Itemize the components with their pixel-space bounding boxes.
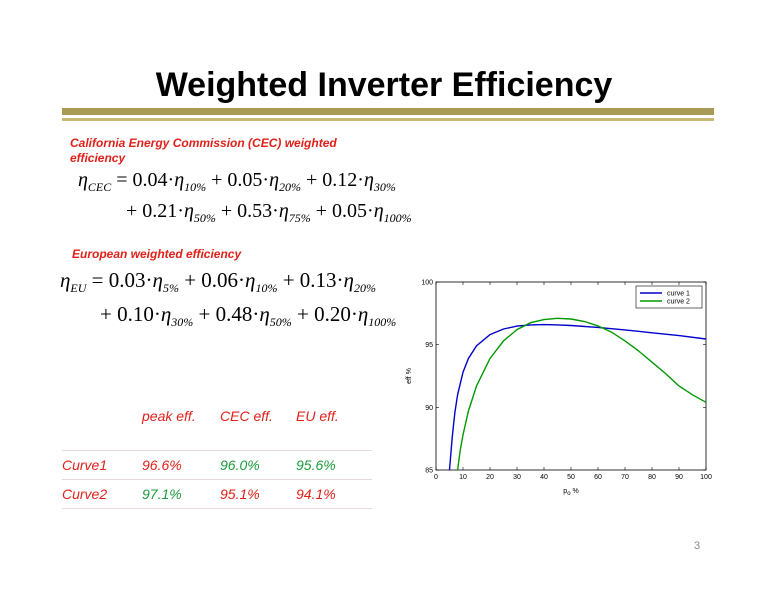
x-tick-label: 30 (513, 474, 521, 481)
efficiency-chart: 0 10 20 30 40 50 60 70 80 90 100 85 90 95 100 curve 1c… (406, 280, 712, 498)
x-tick-label: 60 (594, 474, 602, 481)
eu-coef: 0.20 (314, 302, 351, 326)
series-lines (448, 317, 707, 471)
table-header-cell (62, 400, 142, 432)
series-line-1 (448, 323, 707, 471)
table-header-cell: peak eff. (142, 408, 196, 424)
eu-coef: 0.06 (201, 268, 239, 292)
efficiency-table: peak eff. CEC eff. EU eff. Curve1 96.6% … (62, 400, 372, 509)
eu-eff: 95.6% (296, 450, 372, 480)
eu-weight-sub: 5% (162, 281, 179, 296)
slide-title: Weighted Inverter Efficiency (155, 66, 613, 104)
peak-eff: 96.6% (142, 450, 220, 480)
x-tick-label: 50 (567, 474, 575, 481)
eta-symbol: η (373, 200, 384, 222)
curve-name: Curve2 (62, 479, 142, 509)
cec-coef: 0.05 (332, 200, 368, 222)
eta-symbol: η (269, 169, 280, 191)
x-tick-label: 80 (648, 474, 656, 481)
eu-equation-line1: ηEU = 0.03·η5% + 0.06·η10% + 0.13·η20% (60, 268, 376, 296)
table-row (62, 432, 372, 451)
eu-weight-sub: 10% (255, 281, 278, 296)
cec-equation-line2: + 0.21·η50% + 0.53·η75% + 0.05·η100% (126, 200, 412, 225)
cec-weight-sub: 30% (373, 180, 396, 194)
eu-label: European weighted efficiency (72, 247, 242, 261)
eu-coef: 0.48 (215, 302, 253, 326)
y-tick-label: 90 (425, 405, 433, 412)
eta-symbol: η (357, 302, 369, 326)
eta-symbol: η (78, 169, 88, 191)
eta-symbol: η (160, 302, 172, 326)
eta-symbol: η (259, 302, 270, 326)
table-row: Curve1 96.6% 96.0% 95.6% (62, 450, 372, 480)
x-tick-label: 20 (486, 474, 494, 481)
table-row: Curve2 97.1% 95.1% 94.1% (62, 479, 372, 509)
legend-entry: curve 1 (667, 291, 690, 298)
y-tick-label: 100 (421, 280, 433, 287)
title-rule-thin (62, 118, 714, 121)
x-tick-label: 70 (621, 474, 629, 481)
x-tick-label: 40 (540, 474, 548, 481)
x-label-unit: % (571, 488, 579, 495)
x-tick-label: 10 (459, 474, 467, 481)
x-tick-label: 100 (700, 474, 712, 481)
table-header-row: peak eff. CEC eff. EU eff. (62, 400, 372, 432)
table-header-cell: CEC eff. (220, 408, 273, 424)
cec-weight-sub: 75% (288, 211, 311, 225)
cec-equation-line1: ηCEC = 0.04·η10% + 0.05·η20% + 0.12·η30% (78, 169, 396, 194)
eta-symbol: η (60, 268, 71, 292)
legend-entry: curve 2 (667, 299, 690, 306)
cec-coef: 0.04 (132, 169, 168, 191)
eta-symbol: η (245, 268, 256, 292)
y-tick-label: 85 (425, 468, 433, 475)
eu-weight-sub: 100% (368, 315, 397, 330)
eu-weight-sub: 20% (353, 281, 376, 296)
eta-symbol: η (363, 169, 374, 191)
series-line-2 (456, 317, 707, 471)
cec-eff: 95.1% (220, 479, 296, 509)
y-axis-label: eff % (406, 368, 413, 384)
axis-ticks: 0 10 20 30 40 50 60 70 80 90 100 85 90 95 100 (421, 280, 712, 482)
cec-coef: 0.21 (142, 200, 178, 222)
x-tick-label: 90 (675, 474, 683, 481)
y-tick-label: 95 (425, 342, 433, 349)
page-number: 3 (694, 540, 701, 552)
eta-symbol: η (278, 200, 289, 222)
eta-symbol: η (343, 268, 354, 292)
cec-coef: 0.12 (322, 169, 358, 191)
x-label-subscript: o (567, 491, 571, 497)
cec-weight-sub: 100% (383, 211, 412, 225)
table-header-cell: EU eff. (296, 408, 339, 424)
curve-name: Curve1 (62, 450, 142, 480)
eu-eff: 94.1% (296, 479, 372, 509)
x-tick-label: 0 (434, 474, 438, 481)
eu-weight-sub: 30% (171, 315, 194, 330)
eu-subscript: EU (70, 281, 87, 296)
cec-eff: 96.0% (220, 450, 296, 480)
eta-symbol: η (174, 169, 185, 191)
peak-eff: 97.1% (142, 479, 220, 509)
x-axis-label: po % (563, 488, 578, 497)
cec-subscript: CEC (87, 180, 112, 194)
cec-weight-sub: 20% (279, 180, 302, 194)
eta-symbol: η (152, 268, 163, 292)
cec-label-line2: efficiency (70, 151, 126, 165)
eu-equation-line2: + 0.10·η30% + 0.48·η50% + 0.20·η100% (100, 302, 397, 330)
cec-weight-sub: 10% (184, 180, 207, 194)
title-rule-thick (62, 108, 714, 115)
eu-coef: 0.03 (108, 268, 146, 292)
legend-box (635, 285, 703, 309)
cec-label-line1: California Energy Commission (CEC) weigh… (70, 136, 337, 150)
eta-symbol: η (183, 200, 194, 222)
eu-coef: 0.10 (117, 302, 154, 326)
eu-coef: 0.13 (299, 268, 337, 292)
eu-weight-sub: 50% (269, 315, 292, 330)
cec-coef: 0.05 (227, 169, 263, 191)
cec-coef: 0.53 (237, 200, 273, 222)
plot-area (435, 281, 707, 471)
cec-weight-sub: 50% (193, 211, 216, 225)
